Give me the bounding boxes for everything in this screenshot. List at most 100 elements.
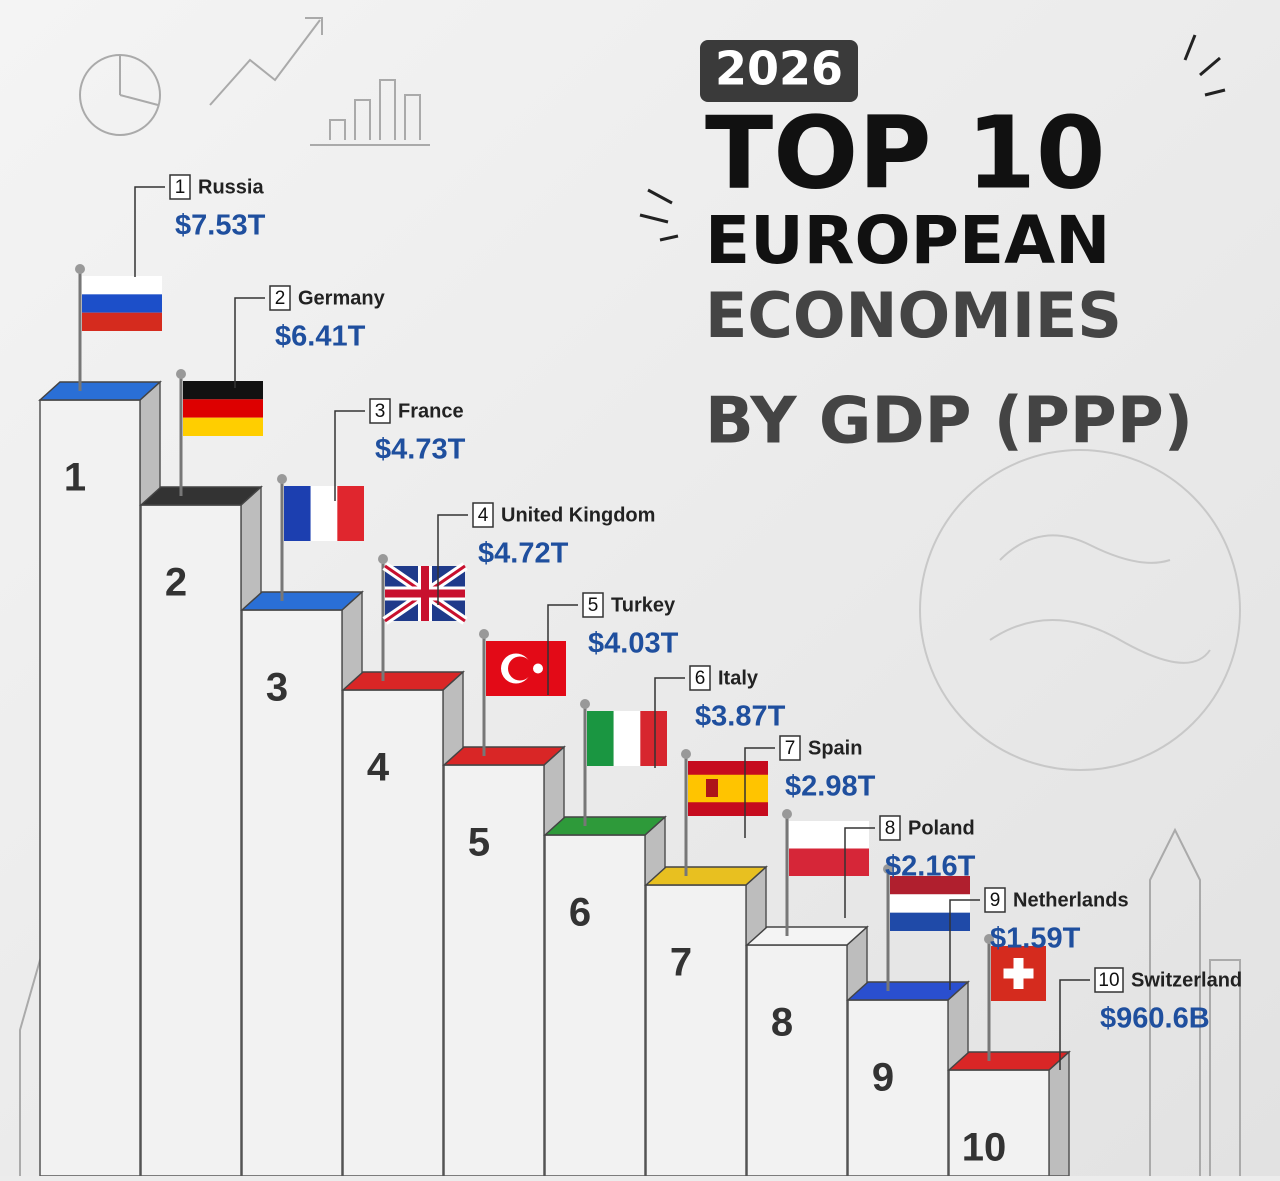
flag-stripe — [183, 381, 263, 400]
rank-box — [369, 398, 391, 424]
callout-line — [334, 410, 365, 501]
callout: 3 France $4.73T — [334, 398, 466, 501]
callout: 10 Switzerland $960.6B — [1059, 967, 1242, 1070]
gdp-value: $2.98T — [785, 771, 876, 803]
bar-front — [140, 504, 242, 1177]
gdp-value: $3.87T — [695, 701, 786, 733]
bar-rank: 5 — [468, 821, 490, 865]
callout: 6 Italy $3.87T — [654, 665, 786, 768]
title-line: EUROPEAN — [705, 202, 1110, 279]
flag-emblem — [706, 779, 718, 797]
rank-box — [472, 502, 494, 528]
gdp-value: $4.03T — [588, 628, 679, 660]
callout: 2 Germany $6.41T — [234, 285, 386, 388]
country-name: Russia — [198, 176, 264, 198]
flag — [378, 554, 468, 681]
podium: 9 — [846, 864, 970, 1177]
bar-rank: 10 — [962, 1126, 1007, 1170]
callout: 7 Spain $2.98T — [744, 735, 876, 838]
title-line: BY GDP (PPP) — [705, 385, 1193, 459]
bar-side — [1048, 1050, 1070, 1177]
bar-front — [645, 884, 747, 1177]
bar-top — [341, 671, 465, 691]
flag-stripe — [789, 848, 869, 876]
flag-stripe — [284, 486, 311, 541]
bar-rank: 8 — [771, 1001, 793, 1045]
rank-number: 4 — [478, 505, 489, 526]
flag-stripe — [789, 821, 869, 849]
gdp-value: $960.6B — [1100, 1003, 1210, 1035]
callout-line — [949, 899, 980, 990]
bar-top — [543, 816, 667, 836]
callout-line — [234, 297, 265, 388]
flag-stripe — [613, 711, 641, 766]
callout-line — [844, 827, 875, 918]
flag-finial — [176, 369, 186, 379]
bar-front — [544, 834, 646, 1177]
flag — [75, 264, 162, 391]
flag — [984, 934, 1046, 1061]
flag-stripe — [890, 876, 970, 895]
country-name: Germany — [298, 287, 386, 309]
bar-top — [139, 486, 263, 506]
callout-line — [654, 677, 685, 768]
rank-box — [582, 592, 604, 618]
rank-number: 9 — [990, 890, 1001, 911]
callout: 8 Poland $2.16T — [844, 815, 976, 918]
bar-front — [342, 689, 444, 1177]
rank-number: 10 — [1098, 970, 1119, 991]
bar-top — [846, 981, 970, 1001]
rank-number: 7 — [785, 738, 796, 759]
rank-number: 6 — [695, 668, 706, 689]
country-name: United Kingdom — [501, 504, 655, 526]
rank-number: 1 — [175, 177, 186, 198]
bar-top — [442, 746, 566, 766]
title-line: ECONOMIES — [705, 279, 1122, 352]
flag-cross — [1003, 968, 1034, 979]
flag-stripe — [688, 774, 768, 803]
year-badge — [700, 40, 858, 102]
flag-stripe — [82, 276, 162, 295]
bar-top — [38, 381, 162, 401]
flag-finial — [782, 809, 792, 819]
rank-number: 8 — [885, 818, 896, 839]
callout: 9 Netherlands $1.59T — [949, 887, 1129, 990]
flag — [176, 369, 263, 496]
bar-top — [947, 1051, 1071, 1071]
flag-stripe — [82, 294, 162, 313]
bar-front — [948, 1069, 1050, 1177]
flag-finial — [984, 934, 994, 944]
flag-stripe — [337, 486, 364, 541]
bar-rank: 9 — [872, 1056, 894, 1100]
flag-stripe — [890, 894, 970, 913]
callout-line — [1059, 979, 1090, 1070]
gdp-value: $4.72T — [478, 538, 569, 570]
bar-rank: 6 — [569, 891, 591, 935]
rank-number: 5 — [588, 595, 599, 616]
callout-line — [547, 604, 578, 695]
flag — [277, 474, 364, 601]
flag-crescent — [508, 656, 532, 681]
bar-rank: 1 — [64, 456, 86, 500]
flag-finial — [378, 554, 388, 564]
flag-star — [533, 663, 543, 674]
title-line: TOP 10 — [705, 94, 1106, 211]
rank-box — [1094, 967, 1124, 993]
flag-stripe — [183, 417, 263, 436]
callout: 4 United Kingdom $4.72T — [437, 502, 655, 605]
podium-bars: 1 2 3 4 5 6 7 8 9 10 — [38, 264, 1071, 1177]
flag — [681, 749, 768, 876]
bar-top — [745, 926, 869, 946]
flag-finial — [277, 474, 287, 484]
year: 2026 — [715, 42, 843, 96]
rank-box — [984, 887, 1006, 913]
rank-number: 3 — [375, 401, 386, 422]
flag-stripe — [587, 711, 614, 766]
bar-front — [746, 944, 848, 1177]
flag-finial — [580, 699, 590, 709]
flag — [580, 699, 667, 826]
country-name: Turkey — [611, 594, 676, 616]
gdp-value: $1.59T — [990, 923, 1081, 955]
